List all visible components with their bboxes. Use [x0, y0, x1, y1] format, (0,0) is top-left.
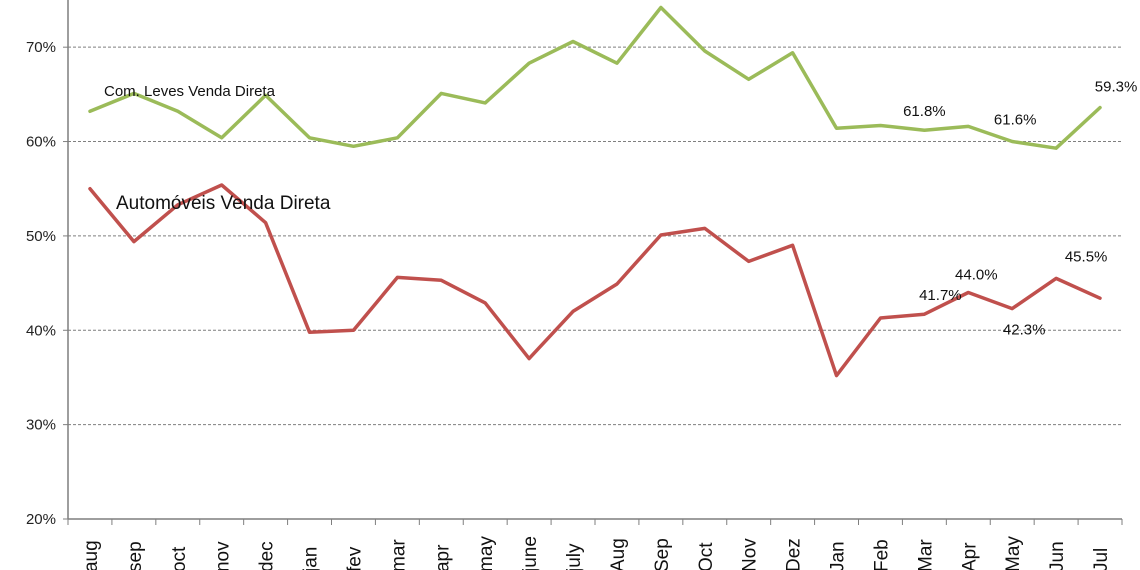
data-label: 44.0%: [955, 267, 998, 284]
data-label: 61.8%: [903, 103, 946, 120]
x-tick-label: jan: [301, 547, 322, 570]
x-tick-label: aug: [81, 540, 102, 570]
gridlines: [68, 46, 1122, 426]
x-tick-label: Oct: [696, 542, 717, 570]
data-labels: 61.8% 61.6% 59.3% 41.7% 44.0% 42.3% 45.5%: [903, 79, 1137, 339]
x-tick-label: Jul: [1091, 548, 1112, 570]
data-label: 59.3%: [1095, 79, 1138, 96]
x-tick-label: Apr: [959, 542, 980, 570]
x-tick-label: Aug: [608, 538, 629, 570]
y-tick-label: 50%: [26, 228, 56, 245]
x-tick-label: may: [476, 536, 497, 570]
x-tick-label: Sep: [652, 538, 673, 570]
x-tick-label: dec: [257, 541, 278, 570]
x-tick-label: Jan: [828, 541, 849, 570]
x-tick-label: Mar: [915, 539, 936, 570]
data-label: 41.7%: [919, 287, 962, 304]
data-label: 42.3%: [1003, 322, 1046, 339]
axes: [67, 0, 1122, 520]
data-label: 61.6%: [994, 112, 1037, 129]
x-tick-label: mar: [388, 539, 409, 570]
y-tick-label: 30%: [26, 417, 56, 434]
x-tick-label: nov: [213, 541, 234, 570]
x-tick-label: Feb: [871, 539, 892, 570]
series-group: [88, 5, 1102, 378]
x-axis-ticks: aug sep oct nov dec jan fev mar apr may june july Au…: [67, 519, 1123, 570]
x-tick-label: May: [1003, 536, 1024, 570]
x-tick-label: june: [520, 536, 541, 570]
x-tick-label: sep: [125, 541, 146, 570]
x-tick-label: Jun: [1047, 541, 1068, 570]
y-axis-ticks: 20% 30% 40% 50% 60% 70%: [26, 39, 68, 528]
series-label-com-leves: Com. Leves Venda Direta: [104, 83, 276, 100]
data-label: 45.5%: [1065, 248, 1108, 265]
x-tick-label: oct: [169, 546, 190, 570]
y-tick-label: 20%: [26, 511, 56, 528]
series-line-1: [88, 183, 1102, 378]
series-line-0: [88, 5, 1102, 150]
x-tick-label: Dez: [784, 538, 805, 570]
x-tick-label: apr: [432, 544, 453, 570]
y-tick-label: 40%: [26, 322, 56, 339]
x-tick-label: july: [564, 543, 585, 570]
y-tick-label: 60%: [26, 134, 56, 151]
x-tick-label: Nov: [740, 538, 761, 570]
series-label-automoveis: Automóveis Venda Direta: [116, 193, 331, 214]
x-tick-label: fev: [344, 546, 365, 570]
y-tick-label: 70%: [26, 39, 56, 56]
